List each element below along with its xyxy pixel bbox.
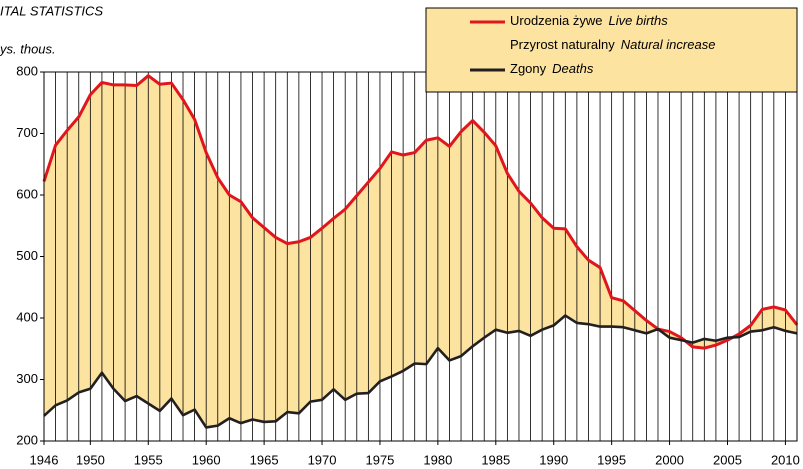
x-tick-label: 1985 [481, 452, 510, 467]
series-line [43, 314, 798, 429]
x-tick-label: 1955 [134, 452, 163, 467]
legend-name-en: Deaths [552, 61, 594, 76]
y-tick-label: 200 [16, 432, 38, 447]
y-tick-label: 500 [16, 248, 38, 263]
x-tick-label: 1950 [76, 452, 105, 467]
x-tick-label: 1975 [365, 452, 394, 467]
y-tick-label: 700 [16, 125, 38, 140]
x-tick-label: 1990 [539, 452, 568, 467]
y-tick-label: 300 [16, 371, 38, 386]
y-axis-label: ys. thous. [0, 41, 56, 56]
legend-name-en: Live births [609, 13, 669, 28]
y-tick-label: 600 [16, 186, 38, 201]
series-line [42, 74, 799, 350]
x-tick-label: 1946 [30, 452, 59, 467]
x-tick-label: 1965 [250, 452, 279, 467]
x-tick-label: 2005 [713, 452, 742, 467]
x-tick-label: 1960 [192, 452, 221, 467]
legend-label: Urodzenia żywe Live births [510, 13, 668, 28]
legend-name: Przyrost naturalny [510, 37, 615, 52]
legend-label: Przyrost naturalny Natural increase [510, 37, 715, 52]
y-tick-label: 800 [16, 63, 38, 78]
natural-increase-area [44, 75, 797, 428]
legend-name: Urodzenia żywe [510, 13, 603, 28]
x-tick-label: 1995 [597, 452, 626, 467]
legend-name: Zgony [510, 61, 547, 76]
x-tick-label: 1970 [308, 452, 337, 467]
legend-swatch [470, 39, 505, 53]
x-tick-label: 2010 [771, 452, 800, 467]
chart-title: ITAL STATISTICS [0, 3, 103, 18]
x-tick-label: 1980 [423, 452, 452, 467]
legend-name-en: Natural increase [621, 37, 716, 52]
legend-label: Zgony Deaths [510, 61, 594, 76]
plot-frame [43, 71, 798, 442]
y-tick-label: 400 [16, 309, 38, 324]
x-tick-label: 2000 [655, 452, 684, 467]
